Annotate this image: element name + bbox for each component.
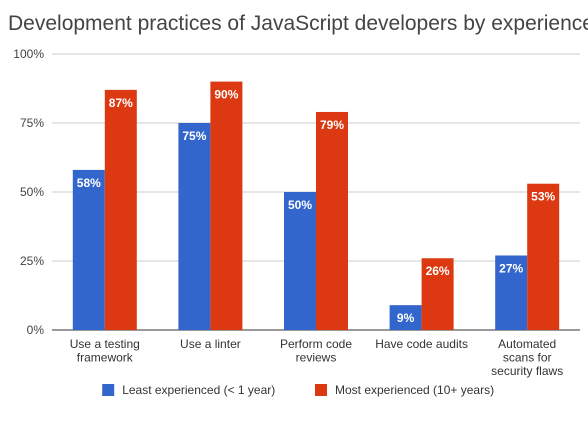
bars-layer <box>72 81 560 331</box>
y-tick-label: 75% <box>20 116 44 130</box>
bar-value-label: 79% <box>320 118 344 132</box>
legend-label: Most experienced (10+ years) <box>335 383 494 397</box>
legend-swatch <box>102 384 115 396</box>
x-tick-label: Perform code <box>280 337 352 351</box>
y-tick-label: 50% <box>20 185 44 199</box>
bar-value-label: 58% <box>77 176 101 190</box>
x-tick-label: reviews <box>296 351 337 365</box>
bar <box>72 169 105 330</box>
x-tick-label: Automated <box>498 337 556 351</box>
x-tick-label: framework <box>77 351 134 365</box>
bar <box>210 81 243 330</box>
bar <box>104 89 137 330</box>
bar <box>495 255 528 330</box>
bar <box>389 305 422 330</box>
x-tick-label: Use a testing <box>70 337 140 351</box>
data-labels: 58% 87% 75% 90% 50% 79% 9% 26% 27% 53% <box>77 88 556 326</box>
x-tick-label: security flaws <box>491 364 563 378</box>
bar <box>527 183 560 330</box>
legend-swatch <box>315 384 327 396</box>
bar-value-label: 53% <box>531 190 555 204</box>
bar-value-label: 26% <box>426 264 450 278</box>
x-tick-label: Use a linter <box>180 337 241 351</box>
bar-value-label: 9% <box>397 311 415 325</box>
x-tick-label: Have code audits <box>375 337 468 351</box>
bar-value-label: 27% <box>499 261 523 275</box>
x-tick-label: scans for <box>503 351 552 365</box>
chart-title: Development practices of JavaScript deve… <box>8 12 588 35</box>
y-tick-label: 100% <box>13 47 44 61</box>
legend-label: Least experienced (< 1 year) <box>122 383 275 397</box>
y-tick-label: 0% <box>27 323 45 337</box>
bar <box>316 111 348 331</box>
bar-value-label: 50% <box>288 198 312 212</box>
bar-value-label: 87% <box>109 96 133 110</box>
y-tick-label: 25% <box>20 254 44 268</box>
bar-value-label: 90% <box>214 88 238 102</box>
bar <box>178 123 211 330</box>
bar <box>284 192 316 330</box>
bar-value-label: 75% <box>182 129 206 143</box>
bar <box>421 258 454 330</box>
legend: Least experienced (< 1 year) Most experie… <box>102 383 494 397</box>
